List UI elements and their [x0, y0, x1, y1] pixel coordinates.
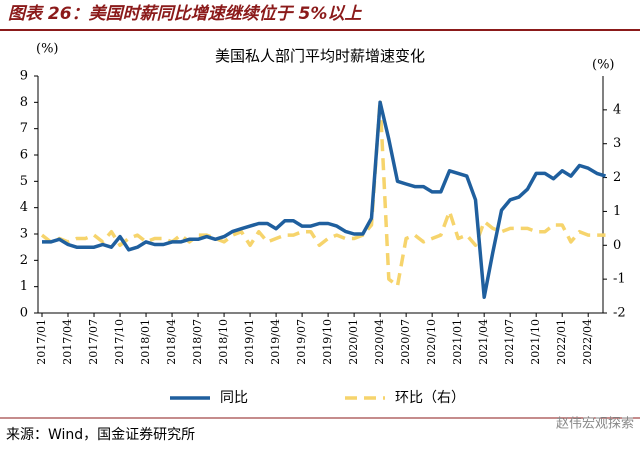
y2-tick-label: -2 — [613, 306, 626, 321]
y-tick-label: 2 — [20, 253, 28, 268]
x-tick-label: 2020/10 — [425, 319, 438, 365]
x-tick-label: 2017/04 — [61, 319, 74, 365]
legend-label: 同比 — [220, 390, 248, 406]
y2-tick-label: 4 — [613, 102, 621, 117]
x-tick-label: 2018/07 — [191, 319, 204, 365]
y2-label: (%) — [592, 58, 615, 73]
x-tick-label: 2019/04 — [269, 319, 282, 365]
legend-label: 环比（右） — [395, 390, 465, 406]
x-tick-label: 2018/10 — [217, 319, 230, 365]
x-tick-label: 2018/04 — [165, 319, 178, 365]
x-tick-label: 2022/01 — [555, 319, 568, 365]
series-line — [42, 100, 607, 299]
y2-tick-label: 3 — [613, 136, 621, 151]
x-tick-label: 2019/07 — [295, 319, 308, 365]
x-tick-label: 2018/01 — [139, 319, 152, 365]
y2-tick-label: 2 — [613, 170, 621, 185]
series-line — [40, 97, 606, 288]
x-tick-label: 2021/01 — [451, 319, 464, 365]
x-tick-label: 2019/10 — [321, 319, 334, 365]
x-tick-label: 2021/10 — [529, 319, 542, 365]
y-tick-label: 3 — [20, 227, 28, 242]
y-tick-label: 9 — [20, 69, 28, 84]
x-tick-label: 2017/10 — [113, 319, 126, 365]
y-tick-label: 7 — [20, 121, 28, 136]
x-tick-label: 2020/07 — [399, 319, 412, 365]
y2-tick-label: 1 — [613, 204, 621, 219]
source: 来源：Wind，国金证券研究所 — [6, 427, 195, 443]
watermark: 赵伟宏观探索 — [556, 417, 634, 432]
y-tick-label: 4 — [20, 200, 28, 215]
x-tick-label: 2017/07 — [87, 319, 100, 365]
x-tick-label: 2017/01 — [35, 319, 48, 365]
y2-tick-label: -1 — [613, 272, 626, 287]
y-label: (%) — [36, 42, 59, 57]
y2-tick-label: 0 — [613, 238, 621, 253]
y-tick-label: 0 — [20, 306, 28, 321]
x-tick-label: 2021/07 — [503, 319, 516, 365]
y-tick-label: 6 — [20, 148, 28, 163]
x-tick-label: 2021/04 — [477, 319, 490, 365]
y-tick-label: 5 — [20, 174, 28, 189]
chart-title: 美国私人部门平均时薪增速变化 — [215, 47, 425, 65]
x-tick-label: 2020/01 — [347, 319, 360, 365]
x-tick-label: 2019/01 — [243, 319, 256, 365]
y-tick-label: 1 — [20, 279, 28, 294]
y-tick-label: 8 — [20, 95, 28, 110]
x-tick-label: 2022/04 — [581, 319, 594, 365]
x-tick-label: 2020/04 — [373, 319, 386, 365]
header: 图表 26：美国时薪同比增速继续位于 5%以上 — [8, 4, 362, 24]
